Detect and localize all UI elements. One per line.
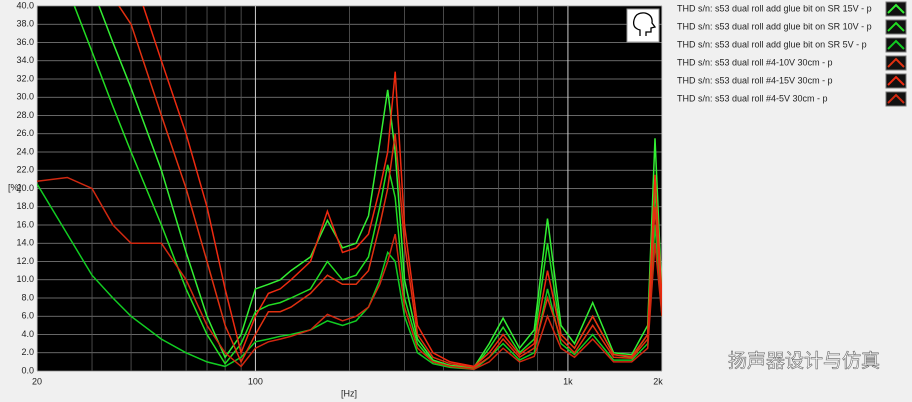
- legend-swatch-box: [885, 91, 907, 107]
- legend-swatch: [887, 39, 905, 50]
- x-tick-label: 1k: [563, 376, 573, 386]
- legend-label: THD s/n: s53 dual roll #4-10V 30cm - p: [677, 57, 833, 67]
- legend-swatch: [887, 75, 905, 86]
- y-tick-label: 20.0: [16, 183, 34, 193]
- legend-label: THD s/n: s53 dual roll #4-15V 30cm - p: [677, 75, 833, 85]
- y-tick-label: 30.0: [16, 92, 34, 102]
- y-axis-label: [%]: [8, 182, 21, 192]
- series-line: [37, 176, 662, 370]
- y-tick-label: 24.0: [16, 146, 34, 156]
- y-tick-label: 40.0: [16, 0, 34, 10]
- y-tick-label: 16.0: [16, 219, 34, 229]
- legend-swatch-box: [885, 1, 907, 17]
- y-tick-label: 0.0: [21, 365, 34, 375]
- series-line: [37, 183, 662, 370]
- legend-swatch-box: [885, 37, 907, 53]
- y-tick-label: 6.0: [21, 311, 34, 321]
- series-line: [142, 6, 662, 368]
- legend-swatch: [887, 93, 905, 104]
- logo: [626, 8, 660, 43]
- y-tick-label: 2.0: [21, 347, 34, 357]
- y-tick-label: 8.0: [21, 292, 34, 302]
- x-tick-label: 2k: [653, 376, 663, 386]
- y-tick-label: 22.0: [16, 165, 34, 175]
- y-tick-label: 28.0: [16, 110, 34, 120]
- legend-label: THD s/n: s53 dual roll #4-5V 30cm - p: [677, 93, 828, 103]
- watermark: 扬声器设计与仿真: [728, 350, 880, 372]
- lines: [37, 6, 662, 370]
- x-tick-label: 20: [32, 376, 42, 386]
- legend-label: THD s/n: s53 dual roll add glue bit on S…: [677, 21, 872, 31]
- y-tick-label: 14.0: [16, 238, 34, 248]
- y-tick-label: 12.0: [16, 256, 34, 266]
- series-line: [118, 6, 662, 369]
- legend-label: THD s/n: s53 dual roll add glue bit on S…: [677, 3, 872, 13]
- y-tick-label: 10.0: [16, 274, 34, 284]
- y-tick-label: 4.0: [21, 329, 34, 339]
- y-tick-label: 38.0: [16, 19, 34, 29]
- x-tick-label: 100: [248, 376, 263, 386]
- legend-swatch: [887, 21, 905, 32]
- legend-swatch-box: [885, 55, 907, 71]
- series-line: [98, 6, 662, 369]
- legend-label: THD s/n: s53 dual roll add glue bit on S…: [677, 39, 867, 49]
- y-tick-label: 32.0: [16, 73, 34, 83]
- y-tick-label: 36.0: [16, 37, 34, 47]
- legend-swatch: [887, 57, 905, 68]
- y-tick-label: 18.0: [16, 201, 34, 211]
- legend-swatch-box: [885, 19, 907, 35]
- y-tick-label: 34.0: [16, 55, 34, 65]
- legend-swatch: [887, 3, 905, 14]
- x-axis-label: [Hz]: [341, 388, 357, 398]
- y-tick-label: 26.0: [16, 128, 34, 138]
- grid: [36, 5, 663, 372]
- legend-swatch-box: [885, 73, 907, 89]
